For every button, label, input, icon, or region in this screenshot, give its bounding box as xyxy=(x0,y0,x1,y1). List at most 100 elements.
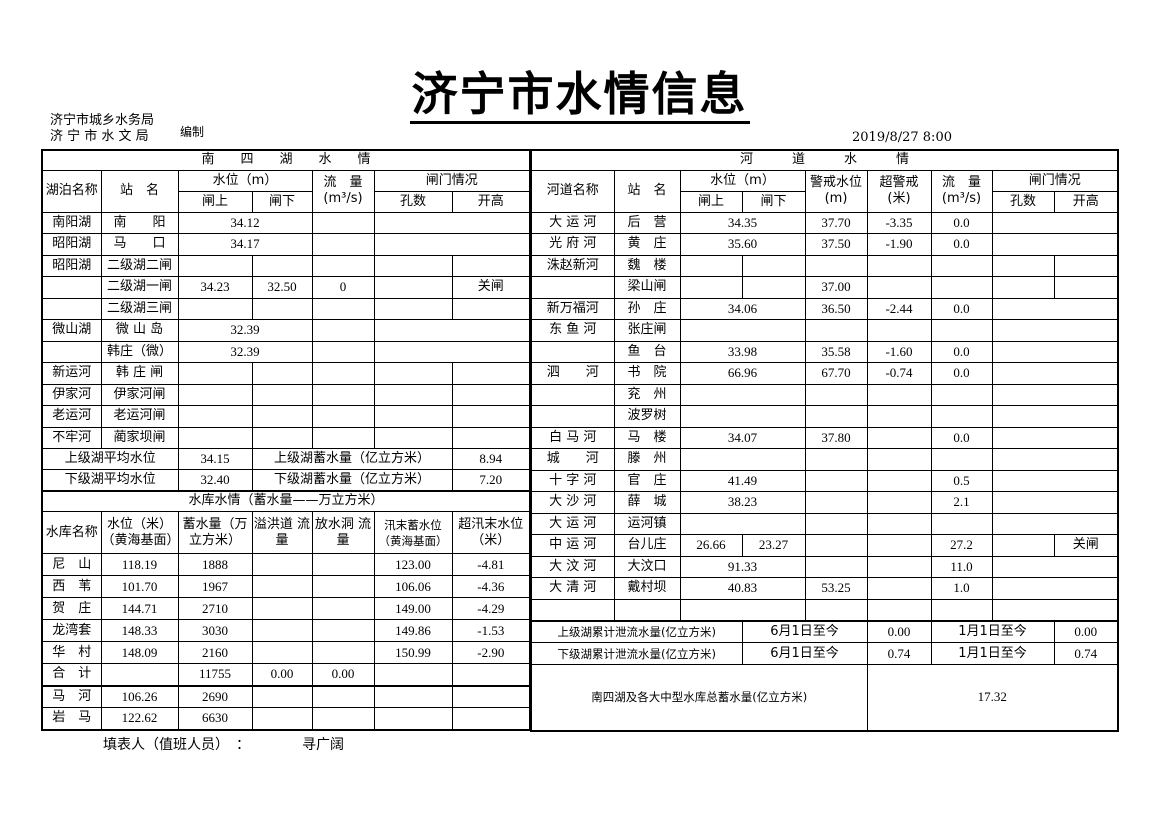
table-cell xyxy=(251,553,313,576)
table-cell xyxy=(866,577,932,600)
reservoir-row: 马 河 106.26 2690 xyxy=(41,684,531,708)
table-cell xyxy=(451,297,531,320)
table-cell xyxy=(866,319,932,342)
header-cell: 流 量 (m³/s) xyxy=(930,169,993,213)
table-cell xyxy=(1053,254,1119,277)
table-cell xyxy=(373,297,453,320)
table-cell: 41.49 xyxy=(679,469,806,492)
table-cell: 37.50 xyxy=(804,233,868,256)
table-cell: 53.25 xyxy=(804,577,868,600)
table-cell xyxy=(373,254,453,277)
table-cell xyxy=(804,448,868,471)
table-cell xyxy=(451,684,531,708)
table-cell: 0.0 xyxy=(930,426,993,449)
table-cell: 梁山闸 xyxy=(613,276,681,299)
table-cell xyxy=(311,297,375,320)
table-cell: 十 字 河 xyxy=(530,469,615,492)
header-cell: 站 名 xyxy=(613,169,681,213)
table-cell: 老运河闸 xyxy=(100,405,179,428)
table-cell: 17.32 xyxy=(866,664,1119,731)
table-cell xyxy=(373,211,531,234)
table-cell xyxy=(41,340,102,363)
table-cell xyxy=(251,297,313,320)
section-title: 水库水情（蓄水量——万立方米） xyxy=(41,489,531,512)
table-cell: 薛 城 xyxy=(613,491,681,514)
table-cell: 148.09 xyxy=(100,641,179,664)
table-cell: 8.94 xyxy=(451,448,531,470)
table-cell xyxy=(679,448,806,471)
table-cell xyxy=(991,297,1119,320)
table-cell: 西 苇 xyxy=(41,575,102,598)
table-cell: 韩 庄 闸 xyxy=(100,362,179,385)
table-cell: 洙赵新河 xyxy=(530,254,615,277)
lake-station-row: 微山湖微 山 岛 32.39 xyxy=(41,319,531,342)
table-cell xyxy=(613,598,681,621)
table-cell xyxy=(866,534,932,557)
table-cell xyxy=(804,555,868,578)
table-cell: 0.5 xyxy=(930,469,993,492)
table-cell: 34.23 xyxy=(177,276,253,299)
header-cell: 水库名称 xyxy=(41,511,102,554)
river-station-row: 大 清 河戴村坝 40.83 53.25 1.0 xyxy=(530,577,1119,600)
table-cell xyxy=(991,276,1055,299)
header-cell: 闸上 xyxy=(177,190,253,213)
table-cell: 38.23 xyxy=(679,491,806,514)
table-cell xyxy=(804,405,868,428)
table-cell xyxy=(311,254,375,277)
table-cell xyxy=(804,512,868,535)
table-cell: -1.53 xyxy=(451,619,531,642)
table-cell xyxy=(251,383,313,406)
table-cell xyxy=(866,426,932,449)
table-cell xyxy=(1053,276,1119,299)
table-cell: 32.40 xyxy=(177,469,253,491)
table-cell: 南 阳 xyxy=(100,211,179,234)
table-cell xyxy=(373,233,531,256)
table-cell: 龙湾套 xyxy=(41,619,102,642)
table-cell xyxy=(373,362,453,385)
table-cell: 0.00 xyxy=(1053,619,1119,643)
table-cell xyxy=(991,254,1055,277)
header-cell: 孔数 xyxy=(373,190,453,213)
table-cell xyxy=(991,362,1119,385)
table-cell xyxy=(530,276,615,299)
table-cell: 123.00 xyxy=(373,553,453,576)
table-cell xyxy=(866,555,932,578)
table-cell: 67.70 xyxy=(804,362,868,385)
table-cell: 大 沙 河 xyxy=(530,491,615,514)
table-cell xyxy=(311,383,375,406)
table-cell xyxy=(866,276,932,299)
table-cell xyxy=(251,707,313,730)
table-cell xyxy=(177,362,253,385)
table-cell: 106.26 xyxy=(100,684,179,708)
river-station-row: 城 河滕 州 xyxy=(530,448,1119,471)
table-cell xyxy=(991,405,1119,428)
table-cell xyxy=(991,577,1119,600)
table-cell: 不牢河 xyxy=(41,426,102,449)
river-station-row: 新万福河孙 庄 34.06 36.50 -2.44 0.0 xyxy=(530,297,1119,320)
table-cell: 2.1 xyxy=(930,491,993,514)
river-station-row: 泗 河书 院 66.96 67.70 -0.74 0.0 xyxy=(530,362,1119,385)
table-cell: 新万福河 xyxy=(530,297,615,320)
table-cell xyxy=(373,383,453,406)
table-cell xyxy=(251,641,313,664)
table-cell xyxy=(741,254,806,277)
header-cell: 闸门情况 xyxy=(373,169,531,192)
table-cell xyxy=(373,707,453,730)
table-cell: 运河镇 xyxy=(613,512,681,535)
table-cell xyxy=(311,597,375,620)
header-cell: 水位（m） xyxy=(177,169,313,192)
summary-row: 下级湖平均水位 32.40 下级湖蓄水量（亿立方米） 7.20 xyxy=(41,469,531,491)
table-cell xyxy=(991,598,1119,621)
table-cell: 0 xyxy=(311,276,375,299)
table-cell: 37.70 xyxy=(804,211,868,234)
table-cell: 34.35 xyxy=(679,211,806,234)
lake-station-row: 南阳湖南 阳 34.12 xyxy=(41,211,531,234)
table-cell: 下级湖平均水位 xyxy=(41,469,179,491)
table-cell: 32.39 xyxy=(177,340,313,363)
table-cell: 1月1日至今 xyxy=(930,642,1055,665)
table-cell xyxy=(251,619,313,642)
table-cell: 40.83 xyxy=(679,577,806,600)
table-cell: -4.36 xyxy=(451,575,531,598)
header-cell: 水位（m） xyxy=(679,169,806,192)
table-cell: 上级湖累计泄流水量(亿立方米) xyxy=(530,619,743,643)
